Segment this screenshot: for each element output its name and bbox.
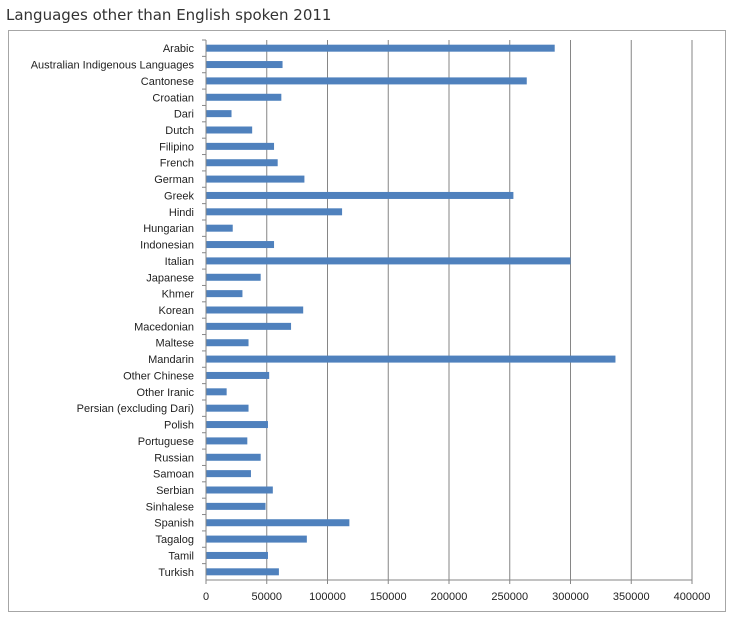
bars (206, 44, 616, 576)
y-category-label: Hungarian (143, 223, 194, 235)
bar (206, 175, 305, 183)
y-category-label: Cantonese (141, 76, 194, 88)
y-category-label: Arabic (163, 43, 195, 55)
x-tick-label: 350000 (613, 591, 650, 603)
bar (206, 110, 232, 118)
bar (206, 257, 571, 265)
bar (206, 388, 227, 396)
y-category-label: Other Chinese (123, 370, 194, 382)
bar (206, 322, 292, 330)
x-tick-label: 200000 (431, 591, 468, 603)
y-category-label: Australian Indigenous Languages (31, 60, 195, 72)
bar (206, 191, 514, 199)
y-category-label: Filipino (159, 141, 194, 153)
y-category-label: Sinhalese (146, 501, 194, 513)
y-category-label: Macedonian (134, 321, 194, 333)
y-category-label: Croatian (152, 92, 194, 104)
y-category-label: Maltese (155, 338, 194, 350)
bar (206, 61, 283, 69)
y-category-label: Greek (164, 190, 194, 202)
y-category-label: French (160, 158, 194, 170)
x-tick-label: 150000 (370, 591, 407, 603)
bar (206, 93, 282, 101)
y-category-label: Russian (154, 452, 194, 464)
bar (206, 290, 243, 298)
bar (206, 535, 307, 543)
bar (206, 306, 304, 314)
axes (202, 39, 693, 584)
bar (206, 77, 527, 85)
bar (206, 551, 268, 559)
bar (206, 159, 278, 167)
bar (206, 453, 261, 461)
bar (206, 421, 268, 429)
bar (206, 126, 253, 134)
x-tick-label: 100000 (309, 591, 346, 603)
bar (206, 355, 616, 363)
tick-labels: 0 50000 100000 150000 200000 250000 300000 3500… (31, 43, 711, 603)
bar (206, 519, 350, 527)
x-tick-label: 250000 (491, 591, 528, 603)
y-category-label: Tamil (168, 550, 194, 562)
x-tick-label: 50000 (251, 591, 282, 603)
y-category-label: Korean (159, 305, 194, 317)
y-category-label: Turkish (158, 567, 194, 579)
y-category-label: German (154, 174, 194, 186)
y-category-label: Dari (174, 109, 194, 121)
bar (206, 142, 275, 150)
bar (206, 371, 270, 379)
y-category-label: Other Iranic (137, 387, 195, 399)
bar (206, 404, 249, 412)
y-category-label: Italian (165, 256, 194, 268)
y-category-label: Persian (excluding Dari) (77, 403, 194, 415)
y-category-label: Portuguese (138, 436, 194, 448)
chart-frame (8, 30, 726, 612)
x-tick-label: 0 (203, 591, 209, 603)
y-category-label: Indonesian (140, 240, 194, 252)
bar (206, 470, 251, 478)
bar (206, 224, 233, 232)
y-category-label: Samoan (153, 469, 194, 481)
y-category-label: Polish (164, 420, 194, 432)
x-tick-label: 300000 (552, 591, 589, 603)
bar (206, 241, 275, 249)
bar (206, 339, 249, 347)
bar (206, 502, 266, 510)
bar (206, 273, 261, 281)
y-category-label: Khmer (162, 289, 195, 301)
y-category-label: Mandarin (148, 354, 194, 366)
bar (206, 437, 248, 445)
y-category-label: Japanese (146, 272, 194, 284)
y-category-label: Hindi (169, 207, 194, 219)
y-category-label: Serbian (156, 485, 194, 497)
gridlines (266, 40, 693, 580)
y-category-label: Spanish (154, 518, 194, 530)
y-category-label: Tagalog (155, 534, 194, 546)
x-tick-label: 400000 (674, 591, 711, 603)
y-category-label: Dutch (165, 125, 194, 137)
bar (206, 486, 273, 494)
page-title: Languages other than English spoken 2011 (6, 6, 332, 24)
bar (206, 44, 555, 52)
bar (206, 568, 279, 576)
bar (206, 208, 343, 216)
